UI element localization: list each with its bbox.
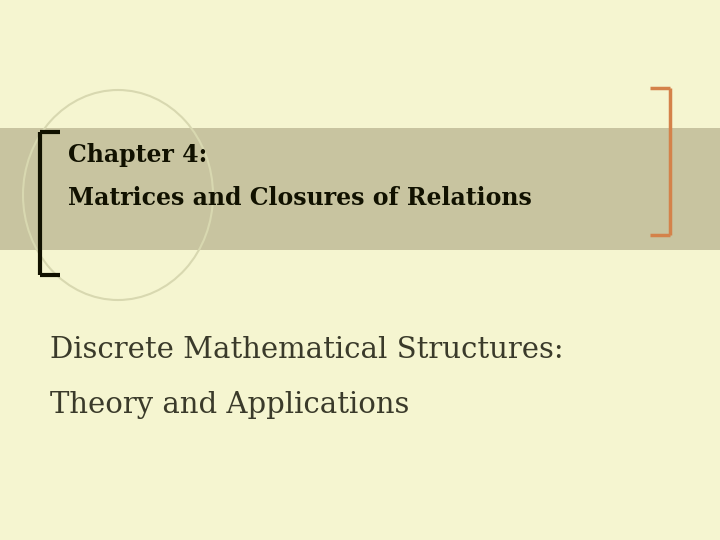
Text: Matrices and Closures of Relations: Matrices and Closures of Relations: [68, 186, 532, 210]
Text: Discrete Mathematical Structures:: Discrete Mathematical Structures:: [50, 336, 564, 364]
Text: Theory and Applications: Theory and Applications: [50, 391, 410, 419]
Bar: [0, 128, 720, 250]
Text: Chapter 4:: Chapter 4:: [68, 143, 207, 167]
